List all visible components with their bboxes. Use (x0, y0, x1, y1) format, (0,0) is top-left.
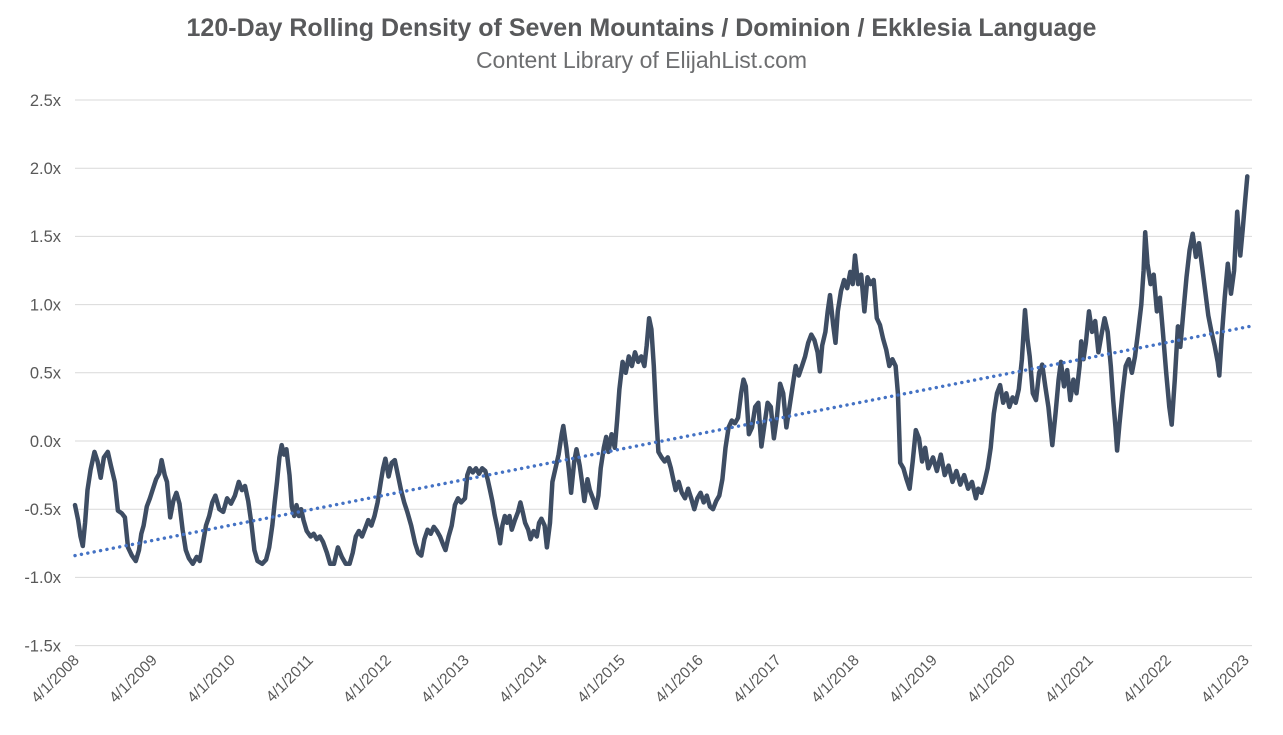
y-tick-label: 0.0x (30, 433, 62, 451)
x-tick-label: 4/1/2021 (1042, 652, 1097, 707)
x-tick-label: 4/1/2019 (886, 652, 941, 707)
gridlines (75, 99, 1252, 647)
x-tick-label: 4/1/2014 (496, 652, 551, 707)
x-tick-label: 4/1/2013 (418, 652, 473, 707)
chart-title: 120-Day Rolling Density of Seven Mountai… (186, 14, 1097, 42)
y-tick-label: 1.5x (30, 228, 62, 246)
x-tick-label: 4/1/2023 (1198, 652, 1253, 707)
x-tick-label: 4/1/2017 (730, 652, 785, 707)
y-tick-label: 2.0x (30, 160, 62, 178)
x-tick-label: 4/1/2020 (964, 652, 1019, 707)
y-tick-label: -0.5x (24, 501, 61, 519)
x-tick-label: 4/1/2012 (340, 652, 395, 707)
x-axis-tick-labels: 4/1/2008 4/1/2009 4/1/2010 4/1/2011 4/1/2012… (28, 652, 1253, 707)
trend-line (73, 324, 1252, 558)
chart-subtitle: Content Library of ElijahList.com (475, 47, 808, 73)
x-tick-label: 4/1/2022 (1120, 652, 1175, 707)
x-tick-label: 4/1/2010 (184, 652, 239, 707)
x-tick-label: 4/1/2011 (263, 652, 317, 706)
y-axis-tick-labels: 2.5x 2.0x 1.5x 1.0x 0.5x 0.0x -0.5x -1.0x -1.5x (24, 92, 61, 656)
y-tick-label: 0.5x (30, 365, 62, 383)
x-tick-label: 4/1/2015 (574, 652, 629, 707)
y-tick-label: 2.5x (30, 92, 62, 110)
x-tick-label: 4/1/2009 (106, 652, 161, 707)
x-tick-label: 4/1/2018 (808, 652, 863, 707)
data-series (72, 174, 1252, 567)
y-tick-label: -1.5x (24, 637, 61, 655)
density-series-line (72, 174, 1250, 567)
x-tick-label: 4/1/2008 (28, 652, 83, 707)
x-tick-label: 4/1/2016 (652, 652, 707, 707)
y-tick-label: 1.0x (30, 296, 62, 314)
y-tick-label: -1.0x (24, 569, 61, 587)
